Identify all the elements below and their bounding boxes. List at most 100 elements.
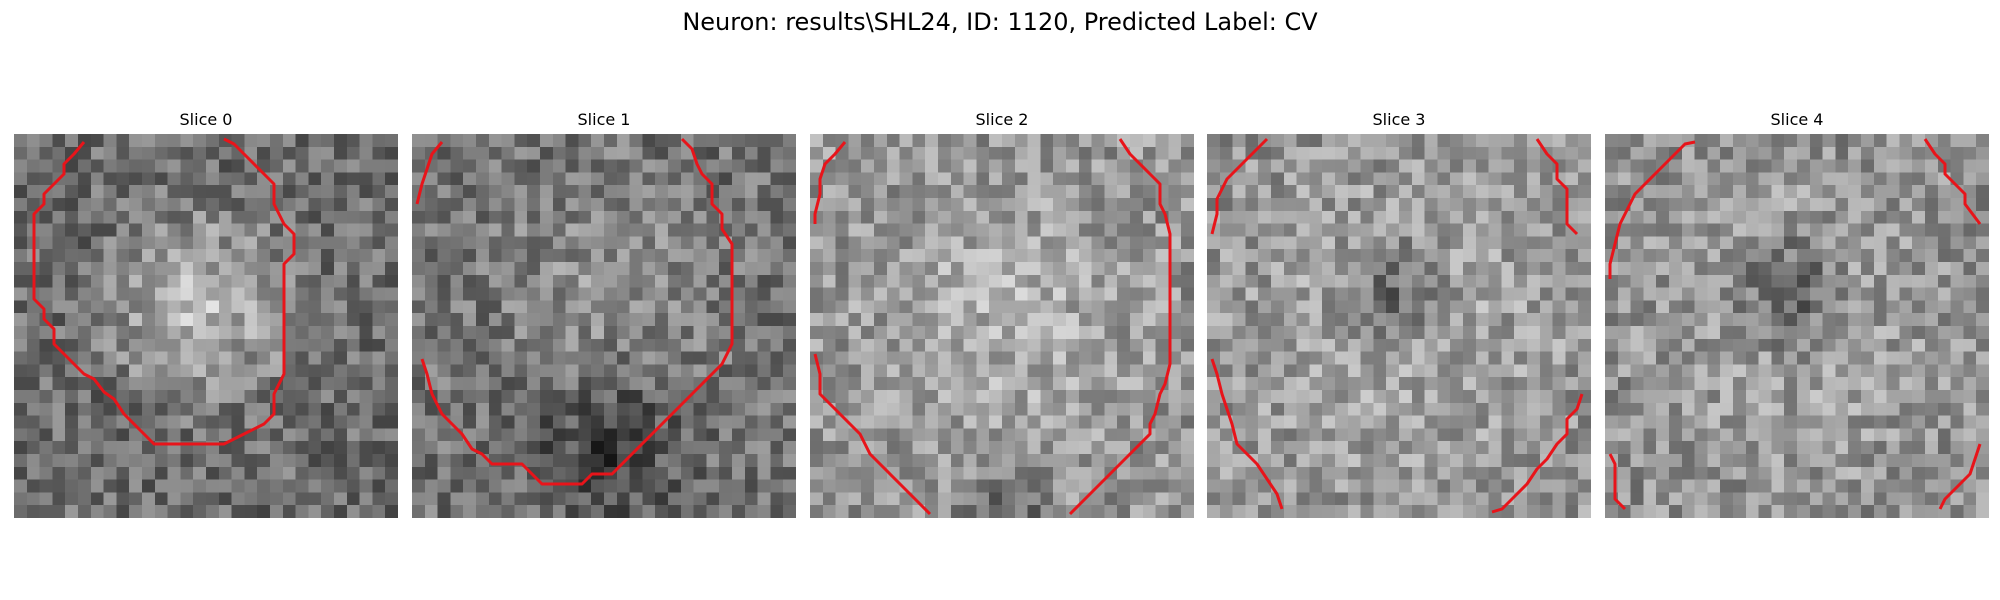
pixel	[1578, 274, 1591, 289]
pixel	[1643, 262, 1657, 276]
pixel	[1335, 492, 1349, 506]
pixel	[925, 415, 939, 429]
pixel	[925, 313, 939, 327]
pixel	[642, 466, 656, 481]
pixel	[655, 262, 669, 276]
pixel	[1694, 313, 1708, 327]
pixel	[1053, 274, 1067, 289]
pixel	[757, 262, 771, 276]
pixel	[912, 492, 926, 506]
pixel	[1617, 428, 1632, 442]
pixel	[1450, 249, 1464, 263]
pixel	[359, 364, 373, 378]
pixel	[810, 262, 824, 276]
pixel	[1950, 466, 1964, 481]
pixel	[1630, 134, 1644, 148]
pixel	[359, 390, 373, 404]
pixel	[1155, 274, 1169, 289]
pixel	[1745, 313, 1760, 327]
pixel	[1822, 441, 1836, 455]
pixel	[1078, 351, 1093, 365]
pixel	[385, 198, 398, 212]
pixel	[950, 466, 965, 481]
pixel	[527, 364, 541, 378]
pixel	[346, 249, 361, 263]
pixel	[1514, 338, 1528, 353]
pixel	[129, 377, 143, 391]
pixel	[950, 262, 965, 276]
pixel	[925, 364, 939, 378]
pixel	[52, 479, 66, 493]
pixel	[565, 185, 579, 199]
pixel	[1976, 364, 1989, 378]
pixel	[1656, 390, 1670, 404]
pixel	[1245, 466, 1259, 481]
pixel	[1771, 134, 1785, 148]
pixel	[1643, 338, 1657, 353]
pixel	[488, 479, 503, 493]
pixel	[1565, 146, 1579, 161]
pixel	[668, 262, 682, 276]
pixel	[321, 287, 335, 301]
pixel	[938, 415, 952, 429]
pixel	[578, 210, 592, 225]
pixel	[552, 313, 567, 327]
pixel	[1181, 377, 1194, 391]
pixel	[1797, 492, 1811, 506]
pixel	[321, 274, 335, 289]
pixel	[218, 249, 233, 263]
pixel	[1937, 249, 1952, 263]
pixel	[1552, 185, 1566, 199]
pixel	[1130, 505, 1144, 518]
pixel	[1450, 351, 1464, 365]
pixel	[14, 249, 28, 263]
pixel	[1027, 326, 1041, 340]
pixel	[1181, 134, 1194, 148]
pixel	[65, 466, 79, 481]
pixel	[1168, 441, 1182, 455]
pixel	[719, 313, 733, 327]
pixel	[1168, 172, 1182, 186]
pixel	[1373, 505, 1387, 518]
pixel	[989, 159, 1003, 173]
pixel	[501, 287, 515, 301]
pixel	[346, 326, 361, 340]
pixel	[1424, 185, 1438, 199]
pixel	[719, 415, 733, 429]
pixel	[1514, 249, 1528, 263]
pixel	[346, 185, 361, 199]
pixel	[1399, 223, 1413, 237]
pixel	[783, 466, 796, 481]
pixel	[1002, 466, 1016, 481]
pixel	[1797, 466, 1811, 481]
pixel	[1181, 415, 1194, 429]
pixel	[424, 172, 439, 186]
pixel	[680, 364, 695, 378]
pixel	[1309, 454, 1323, 468]
pixel	[680, 185, 695, 199]
pixel	[180, 223, 194, 237]
pixel	[206, 492, 220, 506]
pixel	[1630, 198, 1644, 212]
pixel	[1066, 466, 1080, 481]
pixel	[180, 492, 194, 506]
pixel	[244, 262, 258, 276]
pixel	[552, 287, 567, 301]
pixel	[476, 262, 490, 276]
pixel	[629, 210, 643, 225]
pixel	[848, 377, 862, 391]
pixel	[52, 428, 66, 442]
pixel	[1053, 364, 1067, 378]
pixel	[1450, 172, 1464, 186]
pixel	[1669, 479, 1683, 493]
pixel	[180, 390, 194, 404]
pixel	[1027, 441, 1041, 455]
pixel	[1399, 505, 1413, 518]
pixel	[1937, 402, 1952, 417]
pixel	[1758, 236, 1772, 250]
pixel	[1809, 223, 1824, 237]
pixel	[1437, 134, 1451, 148]
pixel	[334, 249, 348, 263]
slice-panel-4: Slice 4	[1605, 108, 1989, 520]
pixel	[1565, 454, 1579, 468]
